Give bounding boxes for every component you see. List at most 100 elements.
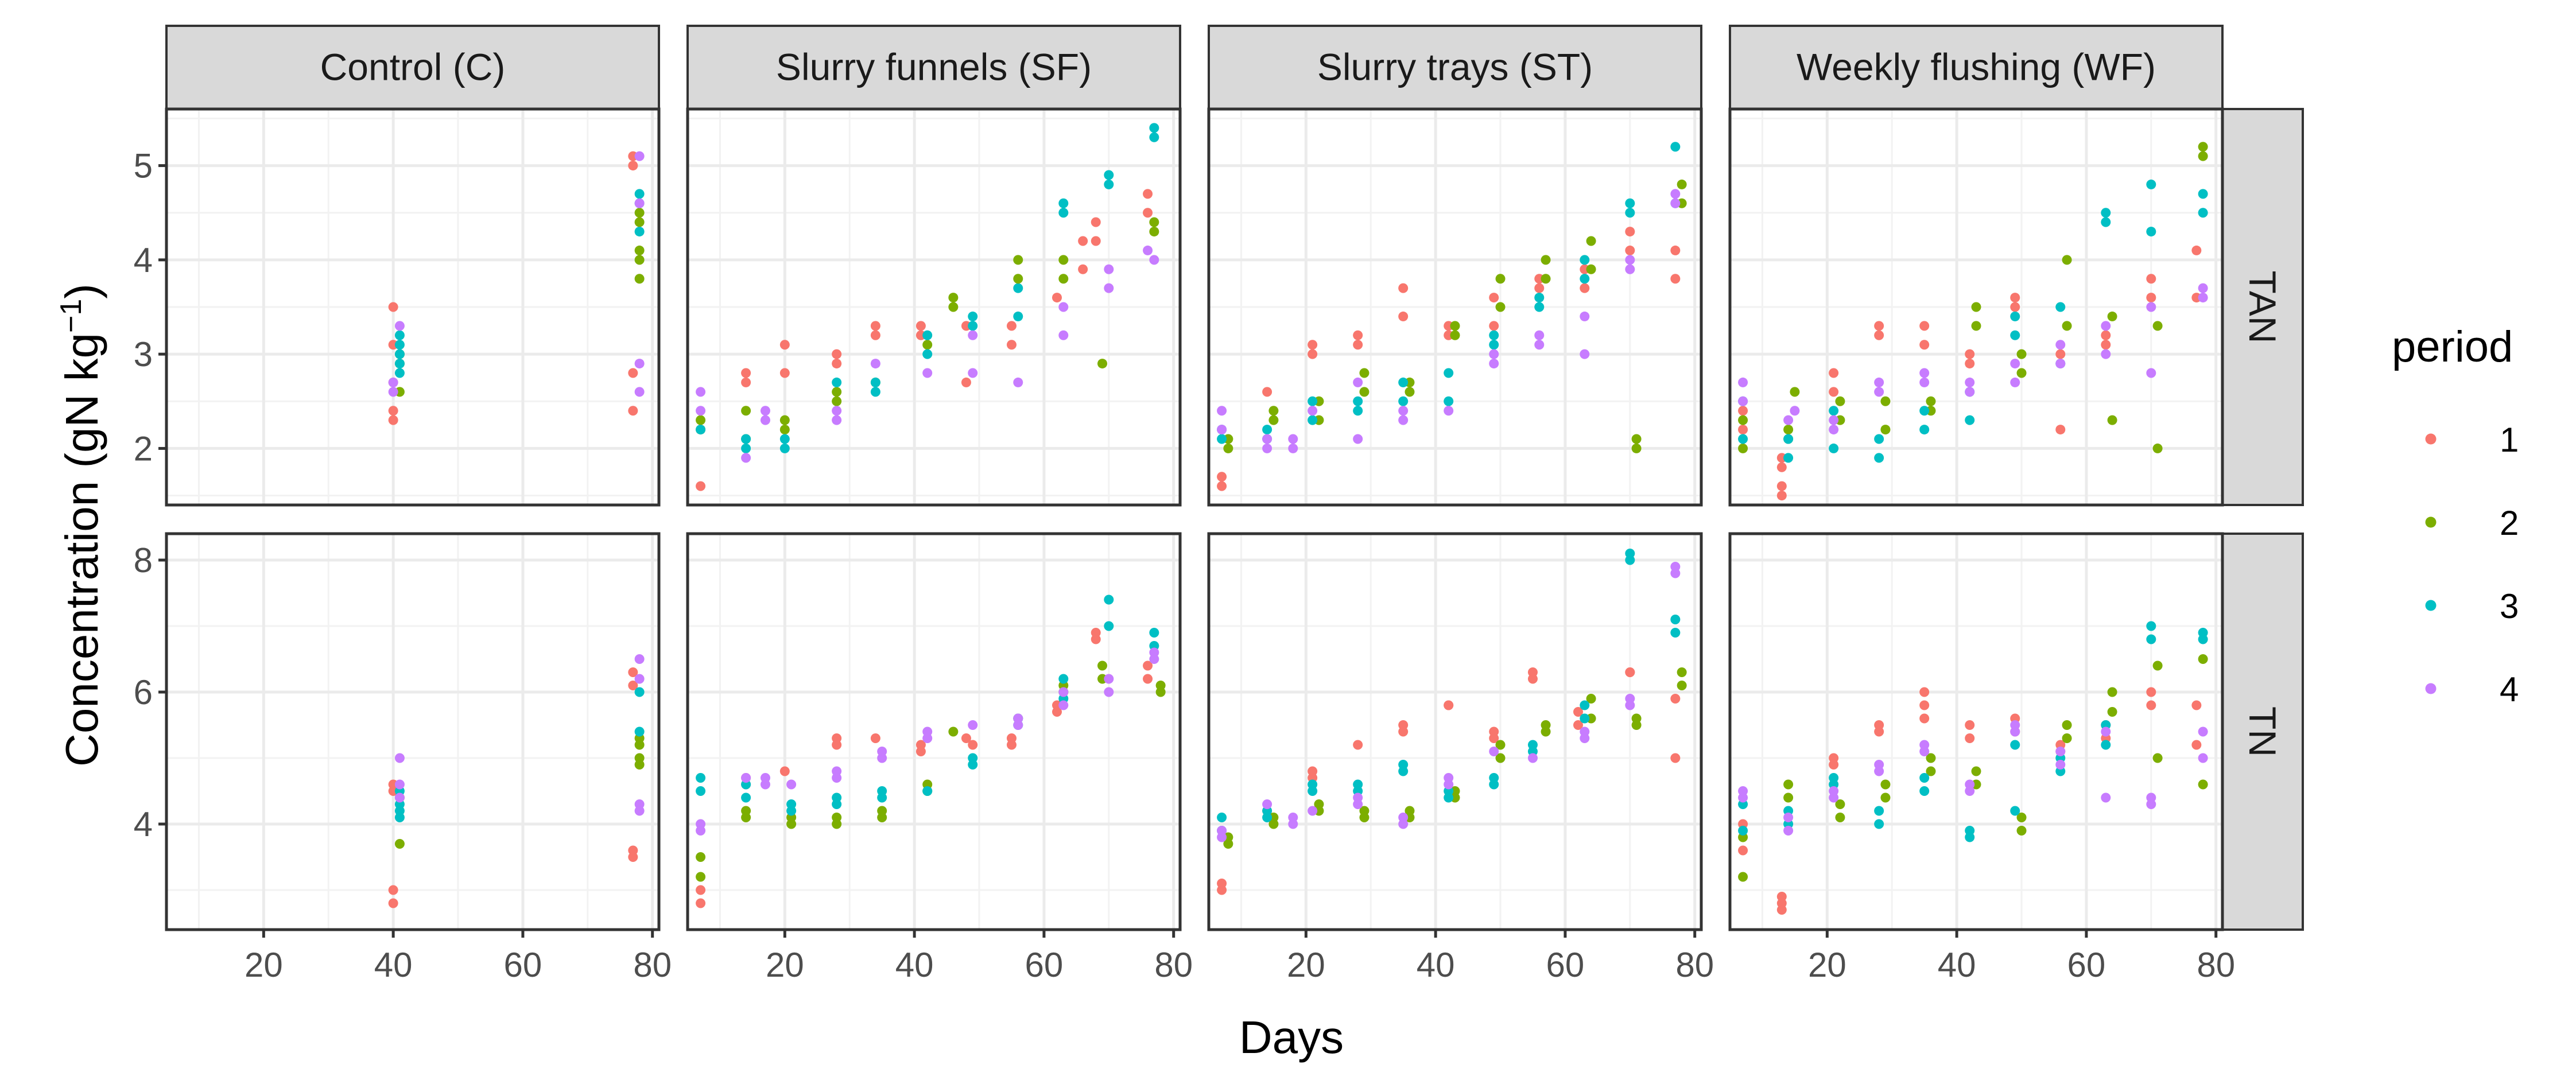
strip-control-c: Control (C)	[165, 25, 660, 110]
data-point-period-1	[832, 359, 842, 369]
data-point-period-2	[2152, 753, 2163, 763]
data-point-period-3	[832, 799, 842, 809]
data-point-period-1	[628, 681, 638, 690]
data-point-period-4	[1058, 330, 1069, 340]
data-point-period-3	[1489, 340, 1499, 350]
data-point-period-3	[877, 792, 887, 803]
data-point-period-3	[922, 330, 933, 340]
x-tick-label: 60	[1546, 946, 1585, 984]
data-point-period-3	[922, 786, 933, 796]
data-point-period-3	[1104, 621, 1114, 631]
data-point-period-1	[1965, 359, 1975, 369]
panel-border	[1207, 532, 1703, 931]
data-point-period-4	[1288, 434, 1298, 444]
data-point-period-1	[1829, 368, 1839, 378]
data-point-period-1	[1217, 885, 1227, 895]
data-point-period-4	[760, 779, 770, 790]
legend-label: 1	[2500, 421, 2519, 459]
data-point-period-1	[2146, 687, 2156, 697]
data-point-period-3	[1919, 773, 1930, 783]
data-point-period-4	[1149, 255, 1159, 265]
data-point-period-4	[696, 406, 706, 416]
data-point-period-1	[1829, 760, 1839, 770]
data-point-period-4	[2198, 293, 2208, 303]
data-point-period-2	[2016, 826, 2027, 836]
data-point-period-3	[1398, 396, 1409, 406]
data-point-period-2	[1359, 368, 1370, 378]
data-point-period-1	[696, 481, 706, 491]
data-point-period-2	[2062, 733, 2072, 743]
data-point-period-1	[628, 368, 638, 378]
data-point-period-4	[388, 377, 398, 387]
legend-item-period-3: 3	[2425, 587, 2519, 625]
y-tick-label: 2	[134, 429, 153, 468]
data-point-period-2	[1835, 799, 1845, 809]
legend-label: 3	[2500, 587, 2519, 625]
data-point-period-4	[394, 792, 405, 803]
data-point-period-2	[1971, 766, 1981, 776]
strip-background	[2221, 108, 2304, 506]
data-point-period-3	[696, 425, 706, 435]
data-point-period-4	[1829, 792, 1839, 803]
data-point-period-3	[1353, 406, 1363, 416]
data-point-period-4	[760, 415, 770, 425]
data-point-period-2	[2152, 443, 2163, 453]
legend-key	[2425, 433, 2437, 445]
strip-tn: TN	[2221, 533, 2304, 931]
strip-background	[165, 25, 660, 110]
data-point-period-4	[1217, 425, 1227, 435]
data-point-period-3	[1829, 443, 1839, 453]
data-point-period-4	[1580, 349, 1590, 359]
data-point-period-4	[968, 330, 978, 340]
data-point-period-4	[1670, 568, 1681, 578]
data-point-period-1	[2191, 245, 2202, 255]
data-point-period-3	[741, 434, 751, 444]
data-point-period-4	[1058, 302, 1069, 312]
strip-weekly-flushing-wf: Weekly flushing (WF)	[1729, 25, 2224, 110]
data-point-period-4	[877, 747, 887, 756]
legend-item-period-2: 2	[2425, 504, 2519, 542]
data-point-period-1	[1573, 707, 1583, 717]
data-point-period-3	[1874, 819, 1884, 829]
data-point-period-1	[1052, 293, 1062, 303]
data-point-period-1	[1006, 340, 1017, 350]
data-point-period-1	[1573, 720, 1583, 730]
data-point-period-3	[1149, 628, 1159, 638]
data-point-period-3	[1534, 302, 1545, 312]
data-point-period-3	[741, 792, 751, 803]
data-point-period-3	[2101, 208, 2111, 218]
data-point-period-1	[1874, 321, 1884, 331]
data-point-period-4	[1874, 377, 1884, 387]
data-point-period-3	[2198, 208, 2208, 218]
data-point-period-4	[2101, 792, 2111, 803]
data-point-period-1	[870, 733, 880, 743]
strip-background	[2221, 533, 2304, 931]
data-point-period-1	[1489, 321, 1499, 331]
data-point-period-3	[634, 227, 645, 237]
panel-border	[165, 532, 661, 931]
data-point-period-3	[2101, 740, 2111, 750]
data-point-period-4	[1874, 387, 1884, 397]
data-point-period-1	[388, 885, 398, 895]
strip-background	[686, 25, 1181, 110]
data-point-period-4	[1670, 198, 1681, 208]
data-point-period-1	[870, 330, 880, 340]
data-point-period-1	[1965, 733, 1975, 743]
data-point-period-3	[1965, 415, 1975, 425]
data-point-period-2	[1926, 396, 1936, 406]
data-point-period-2	[832, 387, 842, 397]
data-point-period-4	[1262, 443, 1273, 453]
data-point-period-3	[2101, 217, 2111, 227]
data-point-period-2	[1586, 694, 1596, 704]
data-point-period-4	[1353, 799, 1363, 809]
data-point-period-1	[1527, 674, 1538, 684]
data-point-period-4	[1217, 406, 1227, 416]
data-point-period-2	[1155, 687, 1166, 697]
data-point-period-2	[1926, 766, 1936, 776]
data-point-period-2	[2107, 311, 2117, 321]
data-point-period-1	[2146, 293, 2156, 303]
data-point-period-3	[1670, 615, 1681, 624]
data-point-period-3	[2055, 302, 2066, 312]
data-point-period-1	[961, 733, 971, 743]
data-point-period-4	[634, 387, 645, 397]
